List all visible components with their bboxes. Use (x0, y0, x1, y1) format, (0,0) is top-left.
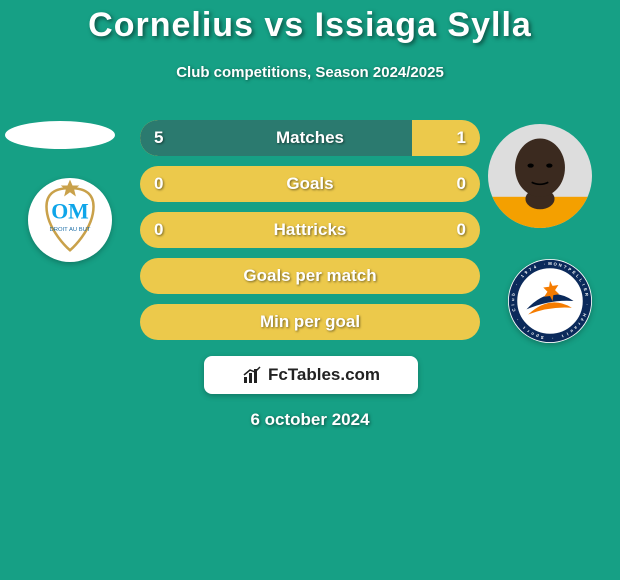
stat-label: Goals per match (140, 258, 480, 294)
stat-value-right: 1 (457, 120, 466, 156)
stat-label: Min per goal (140, 304, 480, 340)
stat-value-right: 0 (457, 212, 466, 248)
club-left-badge-svg: OM DROIT AU BUT (28, 178, 112, 262)
stat-value-left: 0 (154, 212, 163, 248)
brand-link[interactable]: FcTables.com (204, 356, 418, 394)
club-left-badge: OM DROIT AU BUT (28, 178, 112, 262)
subtitle: Club competitions, Season 2024/2025 (0, 64, 620, 81)
svg-text:DROIT AU BUT: DROIT AU BUT (50, 227, 91, 233)
svg-text:OM: OM (51, 199, 89, 223)
stat-label: Matches (140, 120, 480, 156)
stat-label: Hattricks (140, 212, 480, 248)
club-right-badge: MONTPELLIER · Hérault · Sport · Club · 1… (508, 259, 592, 343)
comparison-infographic: Cornelius vs Issiaga Sylla Club competit… (0, 0, 620, 580)
stat-row: Min per goal (140, 304, 480, 340)
stat-value-left: 5 (154, 120, 163, 156)
stat-value-right: 0 (457, 166, 466, 202)
page-title: Cornelius vs Issiaga Sylla (0, 6, 620, 45)
brand-text: FcTables.com (268, 365, 380, 385)
stat-value-left: 0 (154, 166, 163, 202)
player-right-avatar (488, 124, 592, 228)
club-right-badge-svg: MONTPELLIER · Hérault · Sport · Club · 1… (508, 259, 592, 343)
player-right-avatar-svg (488, 124, 592, 228)
svg-text:M: M (548, 261, 552, 266)
stat-label: Goals (140, 166, 480, 202)
stat-row: Hattricks0 0 (140, 212, 480, 248)
stat-row: Goals per match (140, 258, 480, 294)
bar-chart-icon (242, 365, 262, 385)
date-text: 6 october 2024 (0, 410, 620, 430)
stat-row: Matches5 1 (140, 120, 480, 156)
stat-row: Goals0 0 (140, 166, 480, 202)
player-left-avatar (5, 121, 115, 149)
